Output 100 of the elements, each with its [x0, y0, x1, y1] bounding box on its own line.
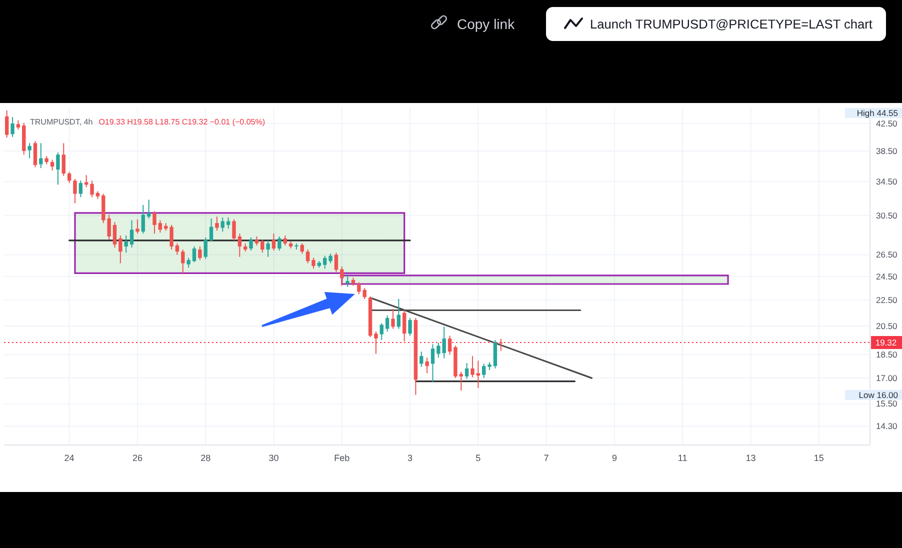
candlestick — [430, 344, 435, 383]
y-tick-label: 34.50 — [876, 176, 898, 186]
candlestick — [266, 240, 270, 258]
candlestick — [408, 318, 412, 336]
candlestick — [346, 274, 350, 288]
candlestick — [323, 255, 327, 270]
y-tick-label: 18.50 — [876, 350, 898, 360]
text: O19.33 H19.58 L18.75 C19.32 −0.01 (−0.05%) — [98, 118, 266, 126]
y-tick-label: 14.30 — [876, 421, 898, 432]
candlestick — [283, 234, 287, 246]
x-tick-label: 26 — [132, 453, 142, 463]
candlestick — [62, 142, 66, 176]
candlestick — [186, 257, 190, 268]
candlestick — [425, 357, 429, 374]
y-tick-label: 26.50 — [876, 250, 898, 260]
candlestick — [482, 363, 486, 379]
candlestick — [380, 322, 384, 340]
candlestick — [328, 253, 332, 264]
candlestick — [232, 218, 236, 241]
candlestick — [312, 257, 316, 270]
y-tick-label: 20.50 — [876, 321, 898, 332]
x-tick-label: 28 — [200, 453, 211, 463]
candlestick — [112, 222, 117, 248]
candlestick — [50, 159, 54, 171]
x-tick-label: Feb — [334, 453, 350, 463]
candlestick — [141, 204, 145, 234]
candlestick — [204, 236, 208, 260]
candlestick — [396, 298, 401, 330]
candlestick — [28, 142, 32, 159]
candlestick — [272, 233, 276, 252]
candlestick — [238, 233, 242, 258]
text: TRUMPUSDT, 4h — [30, 118, 93, 126]
candlestick — [67, 171, 72, 184]
candlestick — [402, 310, 406, 342]
y-tick-label: 42.50 — [876, 118, 898, 129]
x-tick-label: 9 — [612, 453, 617, 463]
candlestick — [209, 218, 214, 242]
y-tick-label: 22.50 — [876, 295, 898, 306]
candlestick — [33, 140, 38, 168]
candlestick — [124, 234, 128, 254]
x-tick-label: 3 — [408, 453, 413, 463]
candlestick — [385, 314, 390, 332]
candlestick — [181, 249, 185, 275]
y-tick-label: 38.50 — [876, 146, 898, 156]
candlestick — [499, 338, 503, 352]
candlestick — [442, 326, 446, 359]
candlestick — [420, 351, 424, 368]
y-tick-label: 15.50 — [876, 398, 898, 409]
candlestick — [73, 178, 77, 204]
candlestick — [78, 180, 83, 198]
candlestick — [136, 218, 140, 234]
x-tick-label: 24 — [64, 453, 74, 463]
candlestick — [226, 217, 230, 230]
candlestick — [391, 308, 395, 330]
x-tick-label: 13 — [746, 453, 756, 463]
y-tick-label: 24.50 — [876, 272, 898, 282]
candlestick — [192, 246, 196, 263]
candlestick — [198, 246, 202, 261]
x-tick-label: 15 — [814, 453, 824, 463]
y-tick-label: 30.50 — [876, 210, 898, 221]
candlestick — [278, 236, 282, 252]
y-tick-label: 17.00 — [876, 373, 898, 384]
candlestick — [56, 152, 60, 186]
candlestick — [130, 220, 134, 248]
annotation: Low 16.00 — [858, 390, 898, 400]
candlestick — [300, 242, 304, 254]
candlestick — [158, 220, 162, 234]
candlestick — [436, 342, 440, 358]
candlestick — [476, 360, 480, 389]
candlestick — [334, 252, 338, 273]
text: Copy link — [457, 16, 516, 32]
ref-line-label: 19.32 — [875, 338, 897, 348]
candlestick — [170, 224, 174, 250]
candlestick — [362, 288, 366, 300]
candlestick — [249, 236, 253, 252]
x-tick-label: 5 — [476, 453, 481, 463]
text: Launch TRUMPUSDT@PRICETYPE=LAST chart — [590, 16, 873, 32]
candlestick — [107, 214, 111, 240]
candlestick — [459, 371, 463, 392]
candlestick — [118, 234, 122, 264]
x-tick-label: 11 — [678, 453, 688, 463]
candlestick — [470, 356, 474, 378]
candlestick — [493, 339, 498, 369]
x-tick-label: 7 — [544, 453, 549, 463]
annotation: High 44.55 — [856, 108, 898, 118]
candlestick — [215, 216, 219, 232]
candlestick — [260, 238, 264, 254]
candlestick — [175, 242, 180, 256]
candlestick — [90, 180, 94, 198]
candlestick — [10, 116, 14, 138]
candlestick — [306, 249, 310, 264]
candlestick — [448, 335, 452, 356]
candlestick — [374, 331, 378, 354]
candlestick — [16, 120, 20, 130]
candlestick — [152, 210, 156, 234]
candlestick — [39, 142, 43, 169]
candlestick — [220, 217, 224, 232]
candlestick — [464, 362, 469, 380]
candlestick — [357, 282, 361, 295]
candlestick — [4, 110, 9, 138]
